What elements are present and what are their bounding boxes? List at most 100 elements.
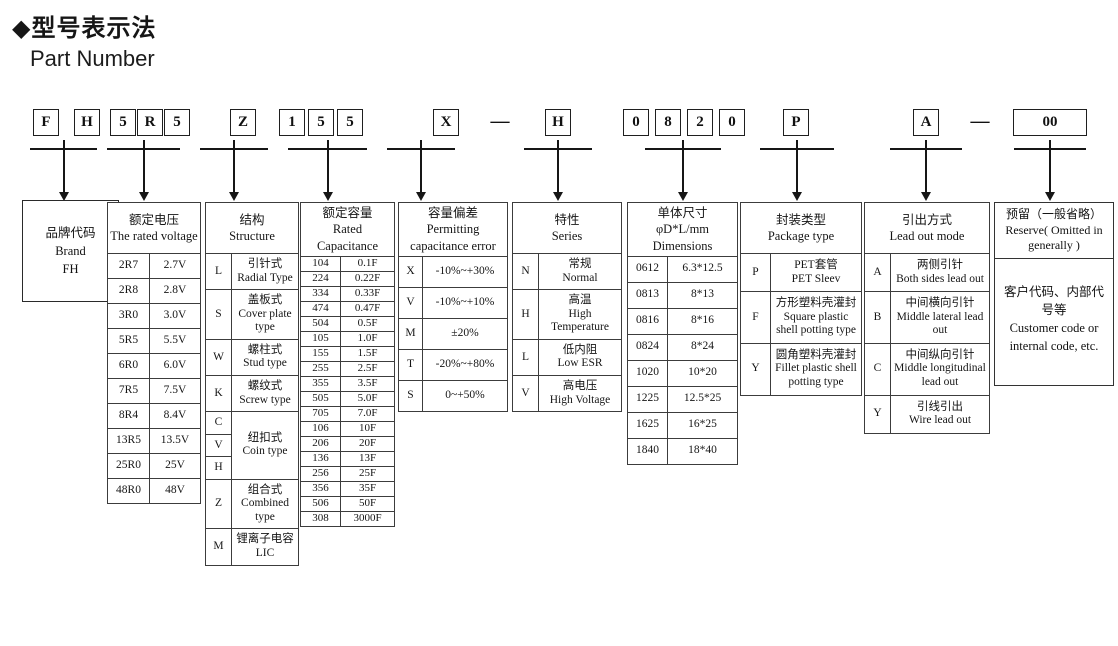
text-line: 额定容量 <box>322 206 373 220</box>
table-cell: 5.5V <box>149 328 201 354</box>
table-header: 单体尺寸 φD*L/mm Dimensions <box>630 205 735 254</box>
description-en: Normal <box>562 271 598 284</box>
table-cell: ±20% <box>422 317 508 350</box>
connector-arrow-brand <box>30 140 97 202</box>
code-box: 2 <box>687 109 713 136</box>
text-line: 引出方式 <box>901 212 952 227</box>
table-row: 106 10F <box>300 420 395 437</box>
table-cell: 6R0 <box>107 353 150 379</box>
table-cell: 1.0F <box>340 330 395 347</box>
description-cell: 锂离子电容LIC <box>231 528 299 566</box>
table-row: F 方形塑料壳灌封 Square plastic shell potting typ… <box>740 291 862 344</box>
table-cell: 356 <box>300 480 341 497</box>
code-box: A <box>913 109 939 136</box>
table-row: 7R5 7.5V <box>107 378 201 404</box>
table-row: A 两侧引针 Both sides lead out <box>864 252 990 293</box>
code-cell: V <box>205 433 232 458</box>
table-cell: 8*16 <box>667 307 738 335</box>
down-arrow-icon <box>229 192 239 201</box>
table-cell: 10F <box>340 420 395 437</box>
table-cell: 0.47F <box>340 300 395 317</box>
structure-table: 结构 Structure L 引针式 Radial Type S 盖板式 Cover pla… <box>205 202 299 566</box>
table-row: 1840 18*40 <box>627 437 738 465</box>
code-cell: P <box>740 252 771 293</box>
description-zh: 常规 <box>568 258 592 270</box>
table-cell: 1840 <box>627 437 668 465</box>
table-row: 5R5 5.5V <box>107 328 201 354</box>
connector-arrow-series <box>524 140 592 202</box>
code-cell: Y <box>740 342 771 396</box>
table-cell: S <box>398 379 423 412</box>
code-group-structure: Z <box>230 109 256 136</box>
description-zh: 高温 <box>568 294 592 307</box>
down-arrow-icon <box>138 192 149 201</box>
table-header: 额定容量 Rated Capacitance <box>303 205 392 254</box>
text-line: Rated Capacitance <box>316 222 379 253</box>
table-row: 474 0.47F <box>300 300 395 317</box>
table-row: N 常规 Normal <box>512 252 622 291</box>
code-group-reserve: 00 <box>1013 109 1087 136</box>
table-cell: 1.5F <box>340 345 395 362</box>
table-cell: 7.5V <box>149 378 201 404</box>
code-group-error: X <box>433 109 459 136</box>
table-header: 预留（一般省略） Reserve( Omitted in generally ) <box>995 203 1113 259</box>
text-line: 预留（一般省略） <box>1005 207 1102 221</box>
table-row: S 盖板式 Cover plate type <box>205 289 299 340</box>
table-cell: 2.5F <box>340 360 395 377</box>
table-header: 结构 Structure <box>208 212 296 245</box>
table-row: Z 组合式 Combined type <box>205 478 299 530</box>
code-box: F <box>33 109 59 136</box>
code-box: X <box>433 109 459 136</box>
table-cell: 308 <box>300 510 341 527</box>
code-cell: W <box>205 338 232 376</box>
description-zh: 组合式 <box>247 483 283 496</box>
code-cell: L <box>512 338 539 376</box>
table-row: K 螺纹式 Screw type <box>205 374 299 413</box>
description-en: Both sides lead out <box>896 272 984 285</box>
code-box: 0 <box>623 109 649 136</box>
table-row: 256 25F <box>300 465 395 482</box>
text-line: 结构 <box>239 212 265 227</box>
description-zh: 中间横向引针 <box>905 297 975 310</box>
text-line: Series <box>551 229 583 243</box>
table-row: 334 0.33F <box>300 285 395 302</box>
table-row: V -10%~+10% <box>398 286 508 319</box>
code-cell: M <box>205 528 232 566</box>
table-row: P PET套管 PET Sleev <box>740 252 862 293</box>
down-arrow-icon <box>416 192 426 201</box>
table-cell: 0824 <box>627 333 668 361</box>
table-row: 105 1.0F <box>300 330 395 347</box>
table-cell: 505 <box>300 390 341 407</box>
description-zh: 高电压 <box>562 379 598 392</box>
description-en: Low ESR <box>557 357 603 370</box>
text-line: Structure <box>229 229 275 243</box>
table-row: 505 5.0F <box>300 390 395 407</box>
description-en: High Voltage <box>549 393 611 406</box>
code-box: 8 <box>655 109 681 136</box>
table-row: 206 20F <box>300 435 395 452</box>
code-cell: C <box>864 342 891 396</box>
brand-box: 品牌代码 Brand FH <box>22 200 119 302</box>
down-arrow-icon <box>322 192 333 201</box>
code-cell: Z <box>205 478 232 530</box>
table-row: L 引针式 Radial Type <box>205 252 299 291</box>
table-cell: 3000F <box>340 510 395 527</box>
capacitance-table: 额定容量 Rated Capacitance 104 0.1F 224 0.22F 334… <box>300 202 395 527</box>
table-cell: 10*20 <box>667 359 738 387</box>
separator-dash: — <box>970 110 990 132</box>
table-row: C 纽扣式 Coin type <box>205 411 299 480</box>
table-row: M ±20% <box>398 317 508 350</box>
description-zh: PET套管 <box>794 259 838 271</box>
voltage-table: 额定电压 The rated voltage 2R7 2.7V 2R8 2.8V 3R0 3… <box>107 202 201 504</box>
down-arrow-icon <box>921 192 931 201</box>
table-row: 504 0.5F <box>300 315 395 332</box>
text-line: The rated voltage <box>110 229 198 243</box>
description-zh: 中间纵向引针 <box>905 348 975 361</box>
table-cell: 25R0 <box>107 453 150 479</box>
table-cell: 8.4V <box>149 403 201 429</box>
table-row: 0824 8*24 <box>627 333 738 361</box>
code-cell: K <box>205 374 232 413</box>
table-cell: 8*13 <box>667 281 738 309</box>
table-row: 48R0 48V <box>107 478 201 504</box>
